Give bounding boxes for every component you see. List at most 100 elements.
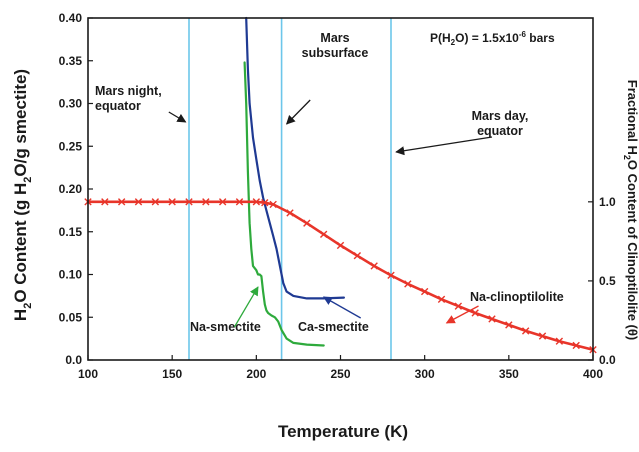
series-line-ca-smectite: [245, 16, 345, 300]
y2-tick-label: 0.5: [599, 274, 616, 288]
data-point-marker: [471, 309, 479, 317]
marker-stroke: [319, 230, 328, 239]
data-point-marker: [303, 219, 311, 227]
x-tick-label: 400: [583, 367, 603, 381]
data-point-marker: [269, 200, 277, 209]
marker-stroke: [168, 198, 176, 206]
pressure-prefix: P(H: [430, 31, 451, 45]
y2-axis-label-part1: Fractional H: [625, 80, 639, 155]
data-point-marker: [117, 198, 126, 206]
marker-stroke: [387, 271, 395, 280]
data-point-marker: [353, 251, 362, 260]
data-point-marker: [555, 337, 564, 345]
data-point-marker: [505, 321, 513, 329]
y-tick-label: 0.05: [59, 310, 83, 324]
mars-subsurface-label-line: subsurface: [302, 46, 369, 60]
data-point-marker: [252, 198, 261, 206]
marker-stroke: [336, 241, 345, 250]
x-tick-label: 200: [246, 367, 266, 381]
x-axis-label: Temperature (K): [278, 422, 408, 441]
y2-axis-label-sub: 2: [622, 155, 632, 160]
mars-day-label-line: equator: [477, 124, 523, 138]
y-axis-label: H2O Content (g H2O/g smectite): [11, 69, 34, 321]
vertical-lines-layer: [188, 18, 392, 360]
mars-day-arrow: [395, 136, 493, 156]
marker-stroke: [353, 251, 362, 260]
y-axis-label-part2: O Content (g H: [11, 183, 30, 303]
y-tick-label: 0.30: [59, 97, 83, 111]
marker-stroke: [117, 198, 126, 206]
x-tick-label: 100: [78, 367, 98, 381]
marker-stroke: [572, 341, 580, 350]
y-tick-label: 0.0: [65, 353, 82, 367]
mars-night-label-line: equator: [95, 99, 141, 113]
data-point-marker: [521, 327, 530, 335]
y2-tick-label: 1.0: [599, 195, 616, 209]
data-point-marker: [387, 271, 395, 280]
marker-stroke: [521, 327, 530, 335]
data-point-marker: [404, 280, 412, 288]
y-tick-label: 0.35: [59, 54, 83, 68]
na-smectite-arrow: [233, 286, 259, 328]
na-clinoptilolite-arrow: [445, 305, 479, 324]
na-smectite-label: Na-smectite: [190, 320, 261, 334]
y2-axis-label-part2: O Content of Clinoptilolite (θ): [625, 160, 639, 340]
data-point-marker: [319, 230, 328, 239]
data-point-marker: [370, 262, 378, 270]
marker-stroke: [303, 219, 311, 227]
marker-stroke: [235, 198, 244, 206]
marker-stroke: [488, 315, 496, 323]
y-axis-label-sub2: 2: [22, 177, 34, 183]
data-point-marker: [437, 295, 446, 303]
pressure-annotation: P(H2O) = 1.5x10-6 bars: [430, 30, 555, 47]
y2-tick-label: 0.0: [599, 353, 616, 367]
marker-stroke: [134, 198, 143, 206]
y-axis-label-sub1: 2: [22, 303, 34, 309]
marker-stroke: [101, 198, 109, 206]
y-tick-label: 0.20: [59, 182, 83, 196]
data-point-marker: [168, 198, 176, 206]
pressure-subscript: 2: [451, 38, 456, 47]
x-tick-label: 250: [330, 367, 350, 381]
data-point-marker: [151, 198, 160, 206]
data-point-marker: [572, 341, 580, 350]
na-clinoptilolite-label: Na-clinoptilolite: [470, 290, 564, 304]
mars-night-label: Mars night, equator: [95, 84, 162, 113]
marker-stroke: [555, 337, 564, 345]
y-tick-label: 0.15: [59, 225, 83, 239]
marker-stroke: [370, 262, 378, 270]
y-axis-label-part3: O/g smectite): [11, 69, 30, 177]
ca-smectite-label: Ca-smectite: [298, 320, 369, 334]
plot-frame: [87, 17, 594, 361]
data-point-marker: [336, 241, 345, 250]
pressure-superscript: -6: [519, 30, 527, 39]
series-layer: [84, 16, 597, 354]
y-ticks-layer: 0.0 0.05 0.10 0.15 0.20 0.25 0.30 0.35 0.40: [59, 11, 93, 367]
mars-day-label: Mars day, equator: [472, 109, 529, 138]
x-tick-label: 150: [162, 367, 182, 381]
marker-stroke: [420, 287, 429, 296]
data-point-marker: [134, 198, 143, 206]
marker-stroke: [252, 198, 261, 206]
marker-stroke: [151, 198, 160, 206]
y-tick-label: 0.10: [59, 268, 83, 282]
y2-axis-label: Fractional H2O Content of Clinoptilolite…: [622, 80, 639, 340]
marker-stroke: [202, 198, 210, 206]
data-point-marker: [218, 198, 227, 206]
data-point-marker: [488, 315, 496, 323]
series-line-na-smectite: [243, 61, 325, 347]
y-axis-label-part1: H: [11, 309, 30, 321]
data-point-marker: [261, 198, 269, 207]
marker-stroke: [538, 332, 547, 340]
data-point-marker: [286, 209, 294, 217]
x-tick-label: 350: [499, 367, 519, 381]
marker-stroke: [286, 209, 294, 217]
marker-stroke: [404, 280, 412, 288]
data-point-marker: [235, 198, 244, 206]
data-point-marker: [538, 332, 547, 340]
mars-day-label-line: Mars day,: [472, 109, 529, 123]
mars-night-label-line: Mars night,: [95, 84, 162, 98]
y-tick-label: 0.40: [59, 11, 83, 25]
